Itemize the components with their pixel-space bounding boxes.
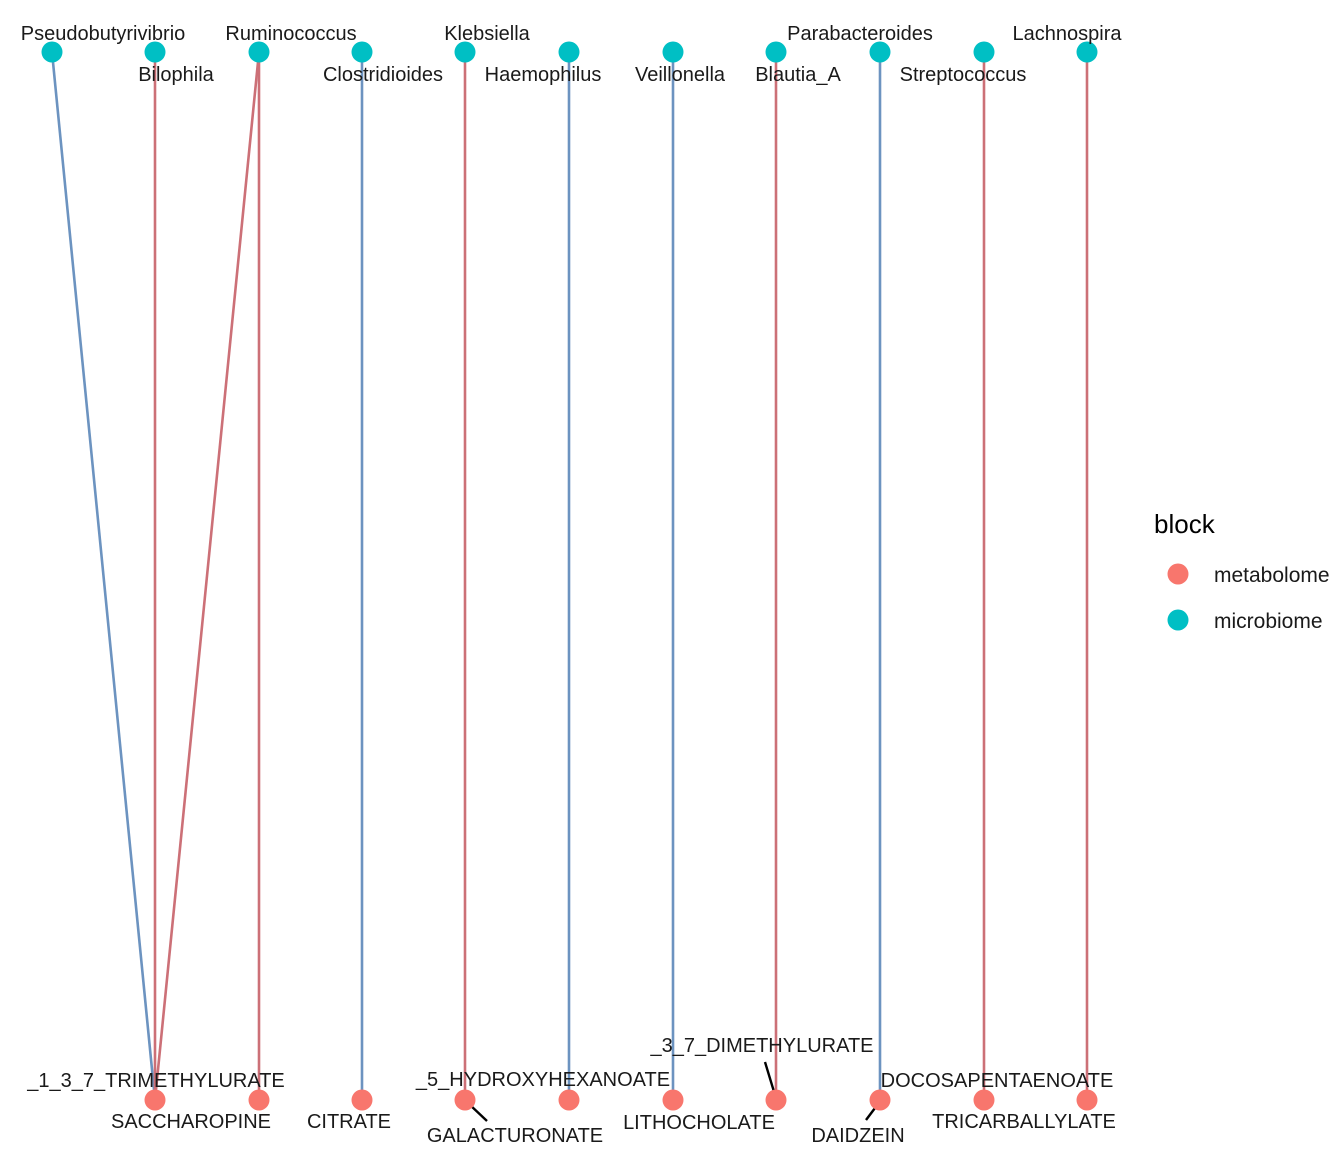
metabolome-node-label: GALACTURONATE: [427, 1125, 603, 1147]
microbiome-node-label: Clostridioides: [323, 64, 443, 86]
microbiome-node-m5[interactable]: [454, 41, 476, 63]
metabolome-node-b10[interactable]: [1076, 1089, 1098, 1111]
microbiome-node-m2[interactable]: [144, 41, 166, 63]
metabolome-node-b6[interactable]: [662, 1089, 684, 1111]
microbiome-node-label: Parabacteroides: [787, 23, 933, 45]
legend-label-metabolome: metabolome: [1214, 564, 1330, 587]
microbiome-node-m10[interactable]: [973, 41, 995, 63]
legend-key-metabolome: [1167, 563, 1189, 585]
microbiome-node-label: Haemophilus: [485, 64, 602, 86]
legend-label-microbiome: microbiome: [1214, 610, 1323, 633]
metabolome-node-b9[interactable]: [973, 1089, 995, 1111]
metabolome-node-b3[interactable]: [351, 1089, 373, 1111]
metabolome-node-b8[interactable]: [869, 1089, 891, 1111]
edge-m1-b1: [50, 51, 157, 1101]
microbiome-node-m1[interactable]: [41, 41, 63, 63]
microbiome-node-label: Pseudobutyrivibrio: [21, 23, 186, 45]
metabolome-node-label: DOCOSAPENTAENOATE: [881, 1070, 1114, 1092]
microbiome-node-m7[interactable]: [662, 41, 684, 63]
label-leader-b7: [763, 1061, 777, 1096]
microbiome-node-label: Klebsiella: [444, 23, 530, 45]
edge-m3-b1: [153, 51, 261, 1101]
microbiome-node-m6[interactable]: [558, 41, 580, 63]
microbiome-node-m11[interactable]: [1076, 41, 1098, 63]
microbiome-node-label: Blautia_A: [755, 64, 841, 86]
microbiome-node-label: Ruminococcus: [225, 23, 356, 45]
microbiome-node-label: Lachnospira: [1013, 23, 1123, 45]
metabolome-node-label: _3_7_DIMETHYLURATE: [649, 1035, 873, 1057]
metabolome-node-label: LITHOCHOLATE: [623, 1112, 775, 1134]
legend-title: block: [1154, 509, 1216, 539]
microbiome-node-label: Streptococcus: [900, 64, 1027, 86]
metabolome-node-label: DAIDZEIN: [811, 1125, 904, 1147]
metabolome-node-b2[interactable]: [248, 1089, 270, 1111]
microbiome-node-m3[interactable]: [248, 41, 270, 63]
legend-key-microbiome: [1167, 609, 1189, 631]
microbiome-node-m9[interactable]: [869, 41, 891, 63]
metabolome-node-b7[interactable]: [765, 1089, 787, 1111]
metabolome-node-b1[interactable]: [144, 1089, 166, 1111]
legend: block metabolome microbiome: [1154, 509, 1330, 633]
metabolome-node-label: _1_3_7_TRIMETHYLURATE: [26, 1070, 285, 1092]
microbiome-node-label: Veillonella: [635, 64, 726, 86]
metabolome-node-label: _5_HYDROXYHEXANOATE: [415, 1069, 670, 1091]
microbiome-node-m4[interactable]: [351, 41, 373, 63]
metabolome-node-label: TRICARBALLYLATE: [932, 1111, 1116, 1133]
microbiome-node-m8[interactable]: [765, 41, 787, 63]
label-layer: Pseudobutyrivibrio Bilophila Ruminococcus C…: [21, 23, 1123, 1147]
microbiome-node-label: Bilophila: [138, 64, 214, 86]
metabolome-node-label: SACCHAROPINE: [111, 1111, 271, 1133]
edge-layer: [50, 51, 1089, 1101]
metabolome-node-b4[interactable]: [454, 1089, 476, 1111]
metabolome-node-b5[interactable]: [558, 1089, 580, 1111]
node-layer: [41, 41, 1098, 1111]
metabolome-node-label: CITRATE: [307, 1111, 391, 1133]
